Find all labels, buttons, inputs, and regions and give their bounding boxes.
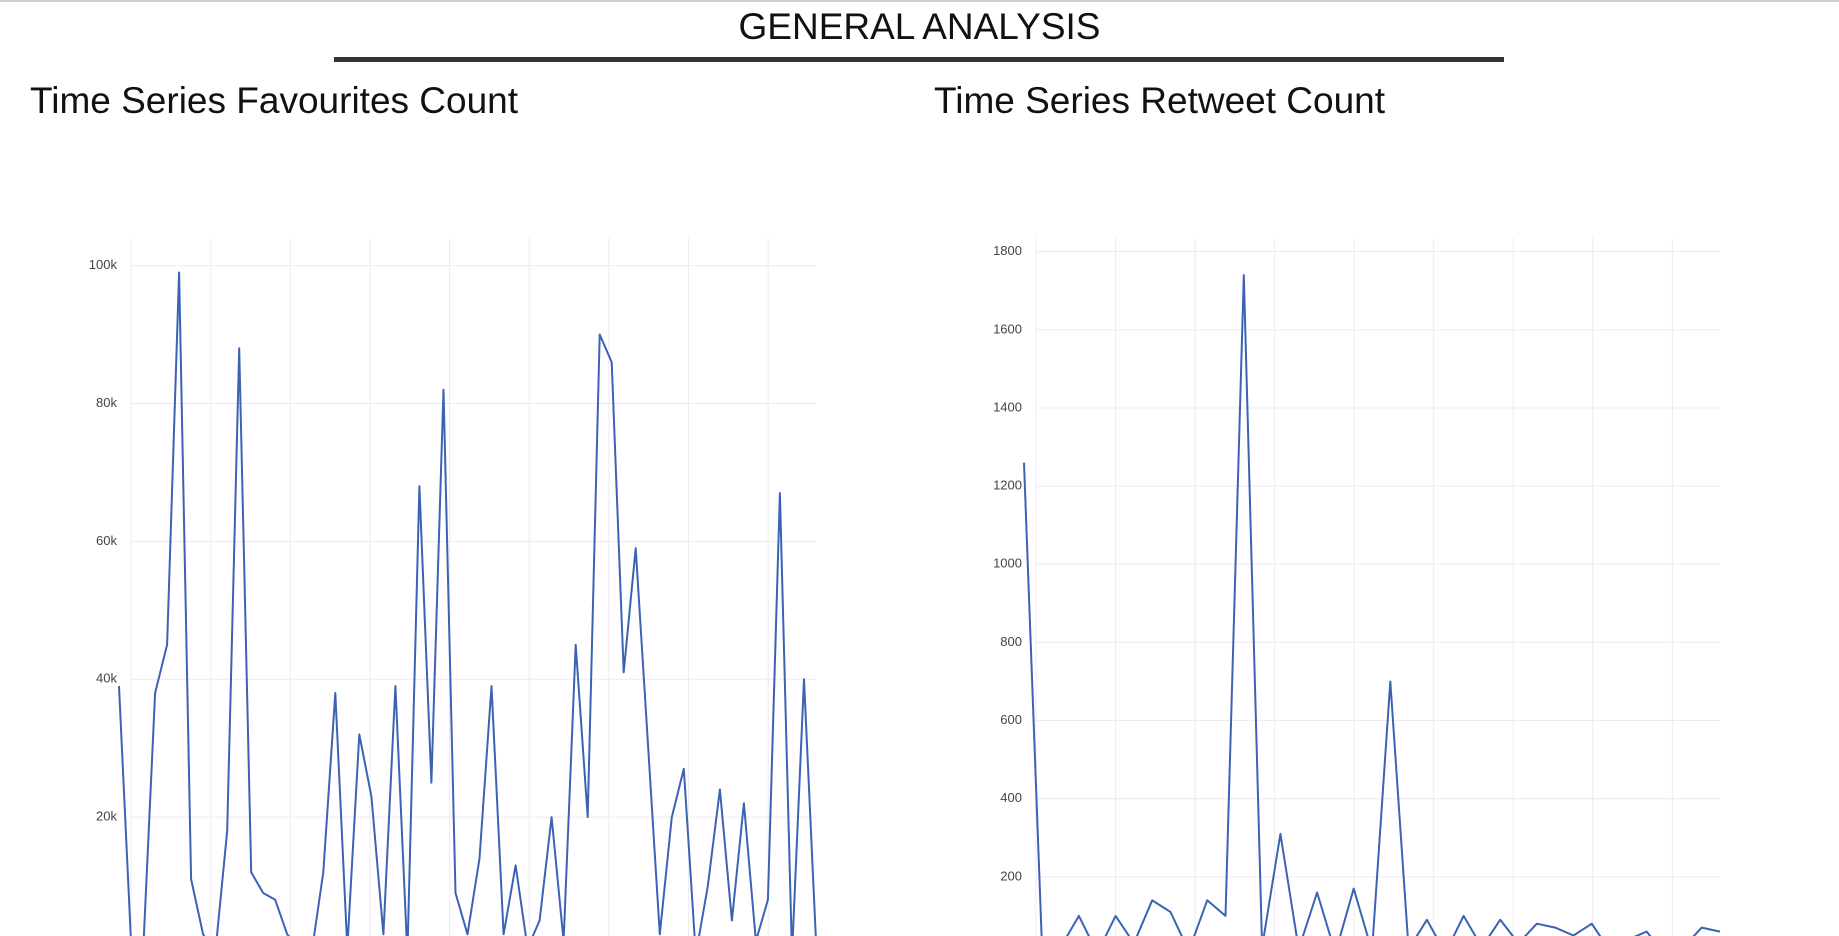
y-tick-label: 100k <box>89 257 118 272</box>
y-tick-label: 800 <box>1000 634 1022 649</box>
title-rule <box>334 57 1504 62</box>
y-tick-label: 1000 <box>993 556 1022 571</box>
y-tick-label: 80k <box>96 395 117 410</box>
top-border <box>0 0 1839 2</box>
y-tick-label: 20k <box>96 809 117 824</box>
y-tick-label: 1200 <box>993 478 1022 493</box>
chart-title: Time Series Retweet Count <box>934 80 1386 121</box>
y-tick-label: 400 <box>1000 790 1022 805</box>
chart-title: Time Series Favourites Count <box>30 80 519 121</box>
y-tick-label: 1600 <box>993 321 1022 336</box>
data-line <box>118 271 817 936</box>
y-tick-label: 1400 <box>993 399 1022 414</box>
page-title: GENERAL ANALYSIS <box>738 6 1101 47</box>
y-tick-label: 600 <box>1000 712 1022 727</box>
y-tick-label: 40k <box>96 671 117 686</box>
y-tick-label: 60k <box>96 533 117 548</box>
y-tick-label: 200 <box>1000 868 1022 883</box>
data-line <box>1023 274 1721 936</box>
y-tick-label: 1800 <box>993 243 1022 258</box>
